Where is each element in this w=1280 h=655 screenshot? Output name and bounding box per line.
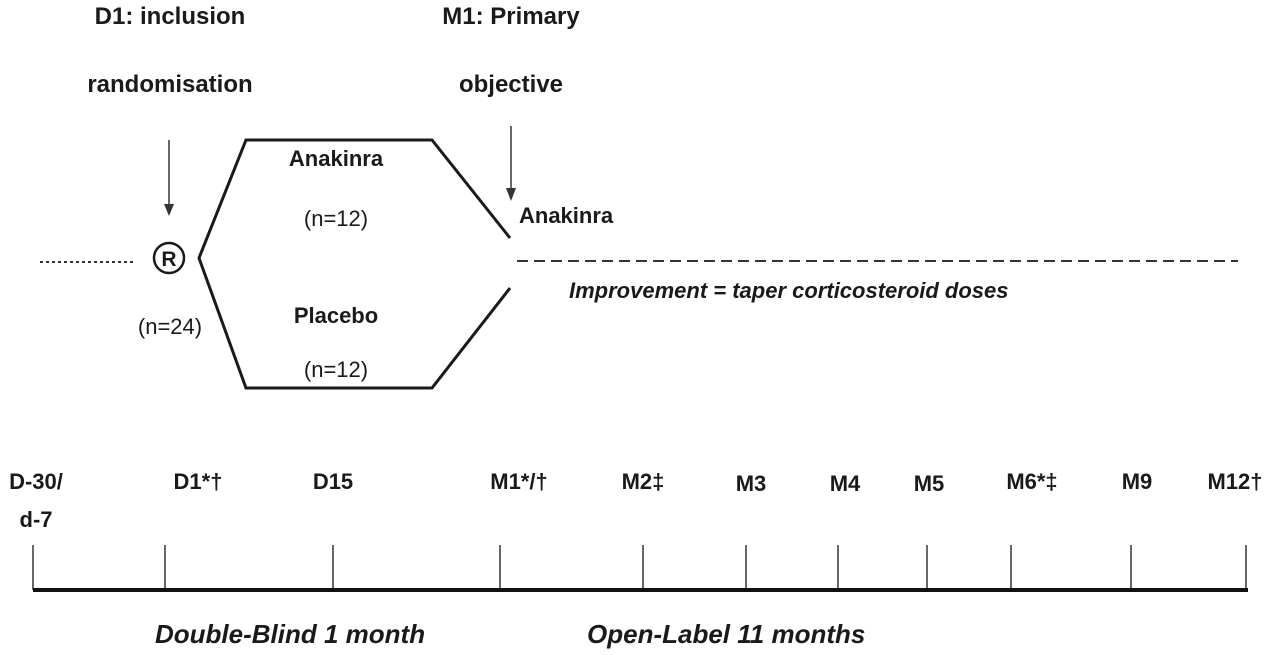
m1-arrow	[506, 126, 516, 201]
timeline-label: D-30/	[9, 469, 63, 494]
open-label-phase-label: Open-Label 11 months	[587, 619, 865, 649]
m1-objective-label: objective	[459, 71, 563, 98]
arm-split-lines	[197, 138, 512, 390]
timeline-label-line2: d-7	[20, 507, 53, 532]
m1-primary-label: M1: Primary	[442, 3, 580, 30]
timeline-label: M4	[830, 471, 861, 496]
timeline-label: M3	[736, 471, 767, 496]
placebo-arm-n: (n=12)	[304, 357, 368, 382]
timeline-label: M6*‡	[1006, 469, 1057, 494]
timeline-label: M12†	[1207, 469, 1262, 494]
open-label-arm-label: Anakinra	[519, 203, 614, 228]
d1-inclusion-label: D1: inclusion	[95, 3, 246, 30]
placebo-arm-label: Placebo	[294, 303, 378, 328]
d1-randomisation-label: randomisation	[87, 71, 252, 98]
improvement-note: Improvement = taper corticosteroid doses	[569, 278, 1009, 303]
timeline-label: M2‡	[622, 469, 665, 494]
timeline-label: M9	[1122, 469, 1153, 494]
d1-arrow	[164, 140, 174, 216]
timeline-label: M5	[914, 471, 945, 496]
total-n-label: (n=24)	[138, 314, 202, 339]
timeline-label: D1*†	[174, 469, 223, 494]
randomisation-symbol-letter: R	[161, 248, 176, 271]
timeline-label: D15	[313, 469, 353, 494]
timeline-label: M1*/†	[490, 469, 547, 494]
anakinra-arm-n: (n=12)	[304, 206, 368, 231]
double-blind-phase-label: Double-Blind 1 month	[155, 619, 425, 649]
randomisation-symbol: R	[152, 241, 186, 275]
anakinra-arm-label: Anakinra	[289, 146, 384, 171]
timeline-ticks	[32, 545, 1247, 590]
timeline-labels: D-30/d-7 D1*† D15 M1*/† M2‡ M3 M4 M5 M6*‡ M9 M12†	[9, 469, 1262, 532]
